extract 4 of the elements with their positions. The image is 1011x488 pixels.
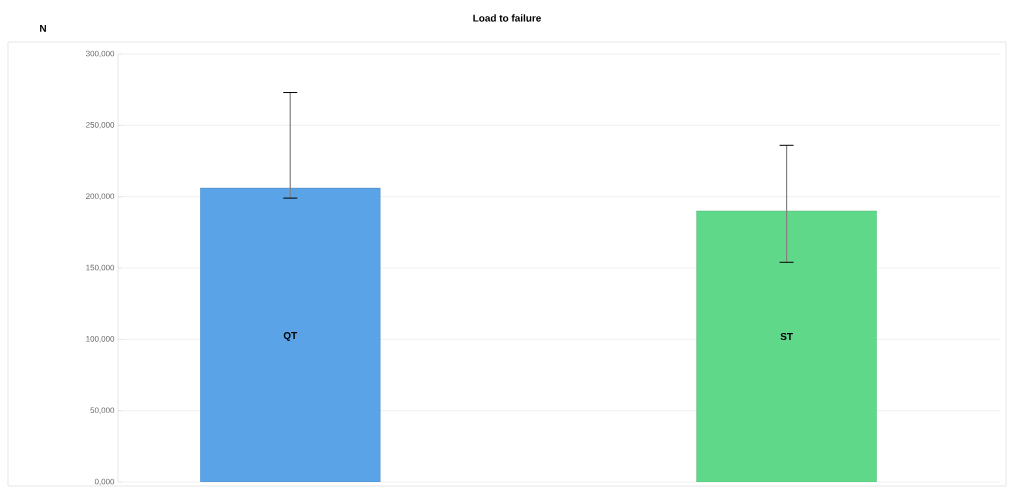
chart-title: Load to failure [473,14,541,22]
x-tick-label: QT [283,332,298,341]
y-axis-title: N [40,24,46,32]
x-tick-label: ST [780,332,793,340]
